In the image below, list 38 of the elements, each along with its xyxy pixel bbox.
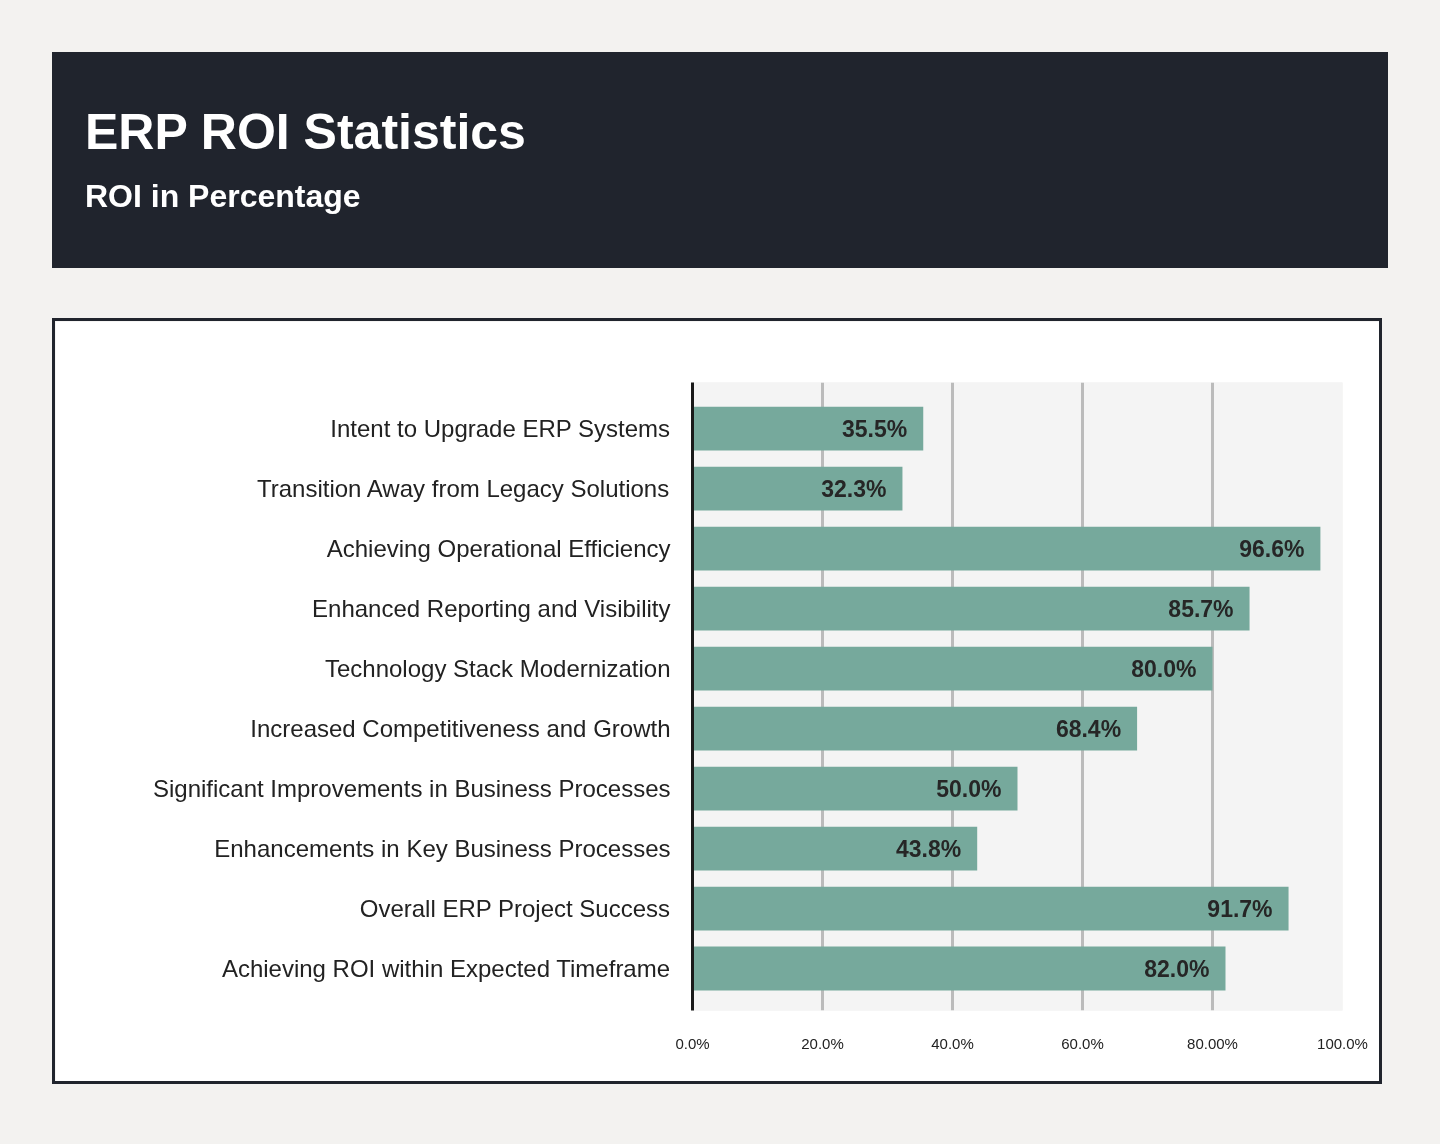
bar	[692, 466, 903, 511]
y-tick-label: Significant Improvements in Business Processes	[152, 775, 671, 803]
data-label: 91.7%	[1207, 895, 1273, 922]
y-tick-label: Achieving ROI within Expected Timeframe	[221, 955, 671, 983]
data-label: 68.4%	[1055, 715, 1122, 742]
y-tick-label: Enhancements in Key Business Processes	[214, 835, 671, 863]
x-tick-label: 0.0%	[675, 1034, 710, 1052]
bar	[692, 766, 1018, 811]
y-tick-label: Intent to Upgrade ERP Systems	[330, 415, 671, 443]
text: ROI in Percentage	[85, 177, 362, 216]
data-label: 96.6%	[1239, 535, 1305, 562]
data-label: 80.0%	[1131, 655, 1197, 682]
x-tick-label: 40.0%	[931, 1034, 974, 1052]
data-label: 43.8%	[895, 835, 962, 862]
x-tick-label: 100.0%	[1317, 1034, 1368, 1052]
bar	[692, 826, 978, 871]
y-tick-label: Transition Away from Legacy Solutions	[256, 475, 670, 503]
bar	[692, 646, 1213, 691]
x-tick-label: 60.0%	[1061, 1034, 1104, 1052]
x-tick-label: 80.00%	[1187, 1034, 1238, 1052]
data-label: 32.3%	[821, 475, 887, 502]
bar	[692, 946, 1226, 991]
x-tick-label: 20.0%	[801, 1034, 844, 1052]
y-tick-label: Overall ERP Project Success	[359, 895, 671, 923]
bar	[692, 406, 924, 451]
y-tick-label: Increased Competitiveness and Growth	[250, 715, 671, 743]
bar	[692, 706, 1138, 751]
data-label: 85.7%	[1168, 595, 1234, 622]
data-label: 82.0%	[1144, 955, 1210, 982]
bar	[692, 886, 1289, 931]
data-label: 50.0%	[936, 775, 1002, 802]
bar	[692, 526, 1321, 571]
data-label: 35.5%	[842, 415, 908, 442]
y-tick-label: Technology Stack Modernization	[324, 655, 671, 683]
bar	[692, 586, 1250, 631]
y-tick-label: Enhanced Reporting and Visibility	[312, 595, 671, 623]
y-tick-label: Achieving Operational Efficiency	[326, 535, 671, 563]
chart-title: ERP ROI Statistics	[85, 103, 526, 162]
